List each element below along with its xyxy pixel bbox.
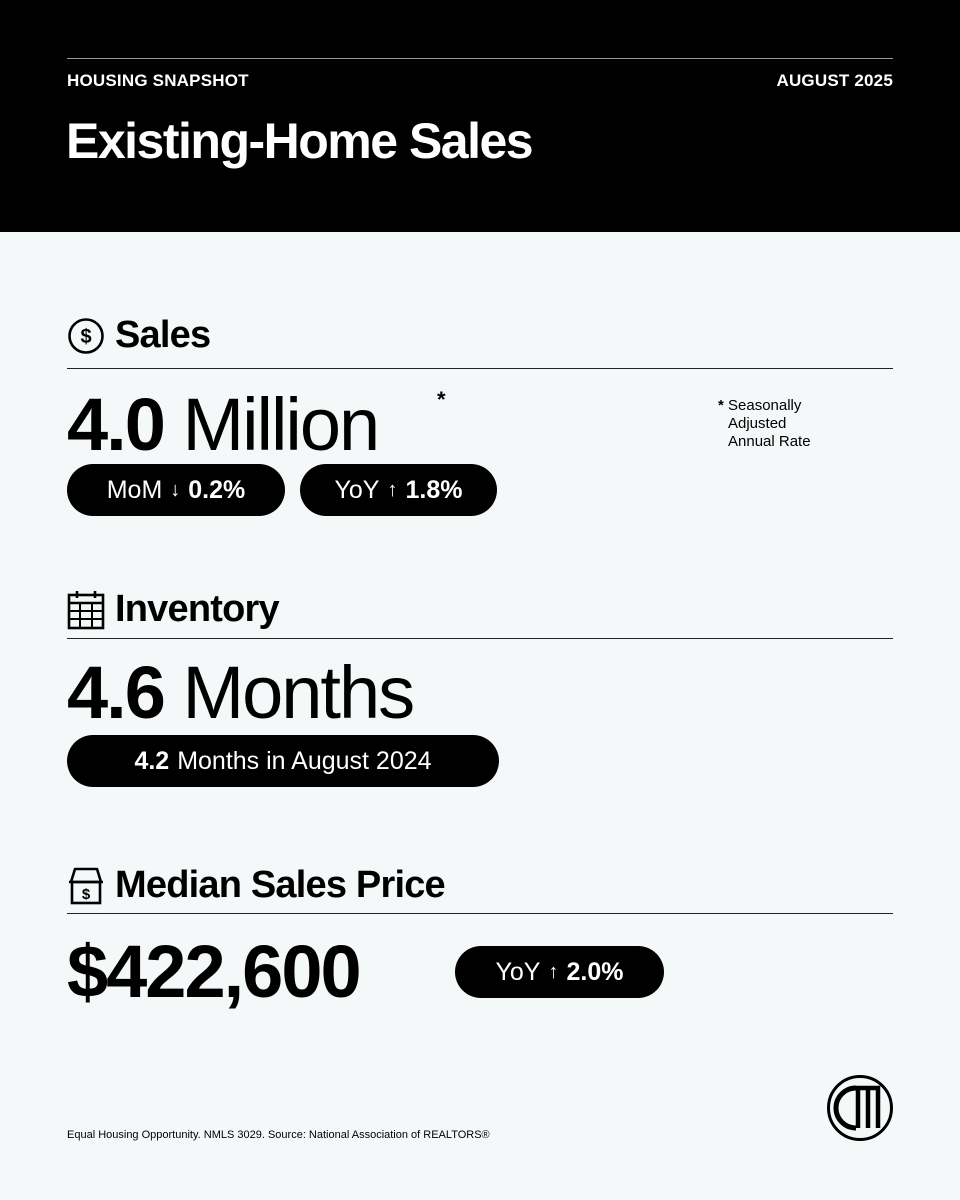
price-heading-label: Median Sales Price [115, 864, 446, 906]
kicker-left: HOUSING SNAPSHOT [67, 71, 249, 90]
price-yoy-pill: YoY ↑ 2.0% [455, 946, 664, 998]
note-line-1: Seasonally [728, 397, 802, 414]
sales-heading: $ Sales [67, 314, 211, 357]
price-heading: $ Median Sales Price [67, 864, 446, 907]
sales-divider [67, 368, 893, 369]
note-star: * [718, 397, 724, 414]
mom-value: 0.2% [188, 475, 246, 504]
cm-monogram-logo [826, 1074, 894, 1147]
svg-text:$: $ [80, 326, 91, 348]
inventory-compare-value: 4.2 [134, 746, 170, 775]
header-rule [67, 58, 893, 59]
kicker-right: AUGUST 2025 [776, 71, 893, 90]
sales-asterisk: * [437, 387, 446, 412]
yoy-label: YoY [334, 475, 380, 504]
arrow-up-icon: ↑ [387, 478, 398, 501]
inventory-compare-pill: 4.2 Months in August 2024 [67, 735, 499, 787]
sales-mom-pill: MoM ↓ 0.2% [67, 464, 285, 516]
price-number: $422,600 [67, 930, 362, 1013]
sales-value: 4.0 Million [67, 388, 380, 462]
house-dollar-icon: $ [67, 866, 105, 906]
arrow-up-icon: ↑ [548, 960, 559, 983]
sales-number: 4.0 [67, 383, 166, 466]
price-yoy-value: 2.0% [566, 957, 624, 986]
inventory-value: 4.6 Months [67, 656, 415, 730]
inventory-compare-text: Months in August 2024 [177, 746, 432, 775]
note-line-3: Annual Rate [728, 433, 811, 450]
sales-heading-label: Sales [115, 314, 211, 356]
price-yoy-label: YoY [495, 957, 541, 986]
inventory-number: 4.6 [67, 651, 166, 734]
page-title: Existing-Home Sales [66, 113, 534, 169]
header-banner: HOUSING SNAPSHOT AUGUST 2025 Existing-Ho… [0, 0, 960, 232]
footer-disclaimer: Equal Housing Opportunity. NMLS 3029. So… [67, 1129, 490, 1141]
seasonally-adjusted-note: * Seasonally Adjusted Annual Rate [718, 397, 811, 451]
mom-label: MoM [106, 475, 163, 504]
arrow-down-icon: ↓ [170, 478, 181, 501]
note-line-2: Adjusted [728, 415, 787, 432]
yoy-value: 1.8% [405, 475, 463, 504]
calendar-icon [67, 590, 105, 630]
svg-text:$: $ [82, 886, 91, 903]
inventory-heading-label: Inventory [115, 588, 280, 630]
price-divider [67, 913, 893, 914]
dollar-circle-icon: $ [67, 317, 105, 355]
price-value: $422,600 [67, 935, 362, 1009]
sales-yoy-pill: YoY ↑ 1.8% [300, 464, 497, 516]
inventory-heading: Inventory [67, 588, 280, 631]
sales-unit: Million [182, 383, 380, 466]
inventory-divider [67, 638, 893, 639]
inventory-unit: Months [182, 651, 415, 734]
